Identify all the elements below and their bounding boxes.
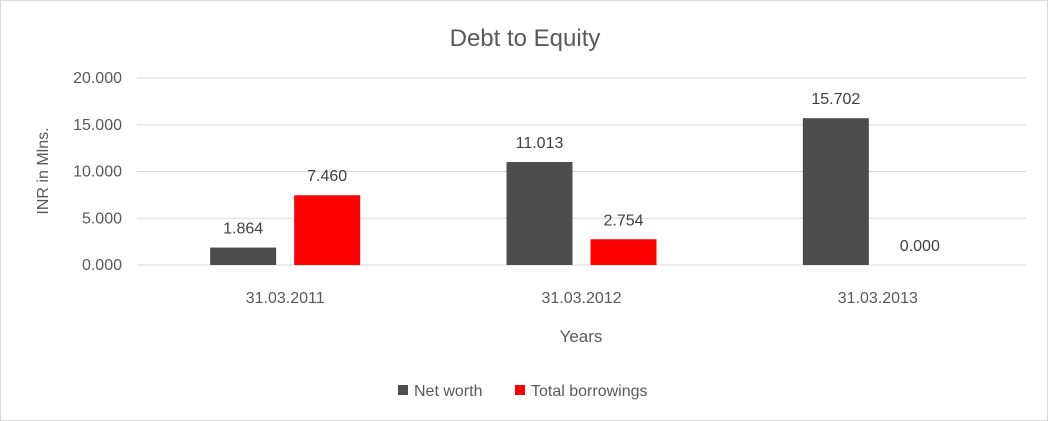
bar (210, 247, 277, 265)
y-tick-label: 5.000 (82, 210, 122, 227)
legend-swatch (515, 385, 525, 395)
bar (802, 118, 869, 265)
y-tick-label: 10.000 (73, 164, 122, 181)
y-axis-tick-labels: 0.000 5.000 10.000 15.000 20.000 (73, 70, 122, 274)
y-tick-label: 20.000 (73, 70, 122, 87)
data-label: 7.460 (307, 168, 347, 185)
legend-swatch (398, 385, 408, 395)
data-label: 0.000 (900, 238, 940, 255)
data-label: 2.754 (603, 212, 643, 229)
x-tick-label: 31.03.2012 (541, 290, 621, 307)
data-label: 11.013 (516, 135, 564, 152)
gridlines (137, 77, 1026, 266)
y-tick-label: 15.000 (73, 117, 122, 134)
data-label: 15.702 (811, 91, 860, 108)
bar (590, 239, 657, 265)
chart-title: Debt to Equity (450, 25, 601, 52)
y-tick-label: 0.000 (82, 257, 122, 274)
data-labels: 1.864 7.460 11.013 2.754 15.702 0.000 (223, 91, 940, 255)
legend: Net worth Total borrowings (398, 383, 648, 400)
x-tick-label: 31.03.2011 (246, 290, 325, 307)
legend-label: Net worth (414, 383, 482, 400)
x-axis-title: Years (560, 327, 603, 346)
data-label: 1.864 (223, 221, 263, 238)
x-axis-tick-labels: 31.03.2011 31.03.2012 31.03.2013 (246, 290, 918, 307)
x-tick-label: 31.03.2013 (838, 290, 918, 307)
bars (210, 118, 869, 265)
bar (294, 195, 361, 265)
y-axis-title: INR in Mlns. (35, 127, 52, 214)
legend-label: Total borrowings (531, 383, 648, 400)
bar (506, 162, 573, 265)
